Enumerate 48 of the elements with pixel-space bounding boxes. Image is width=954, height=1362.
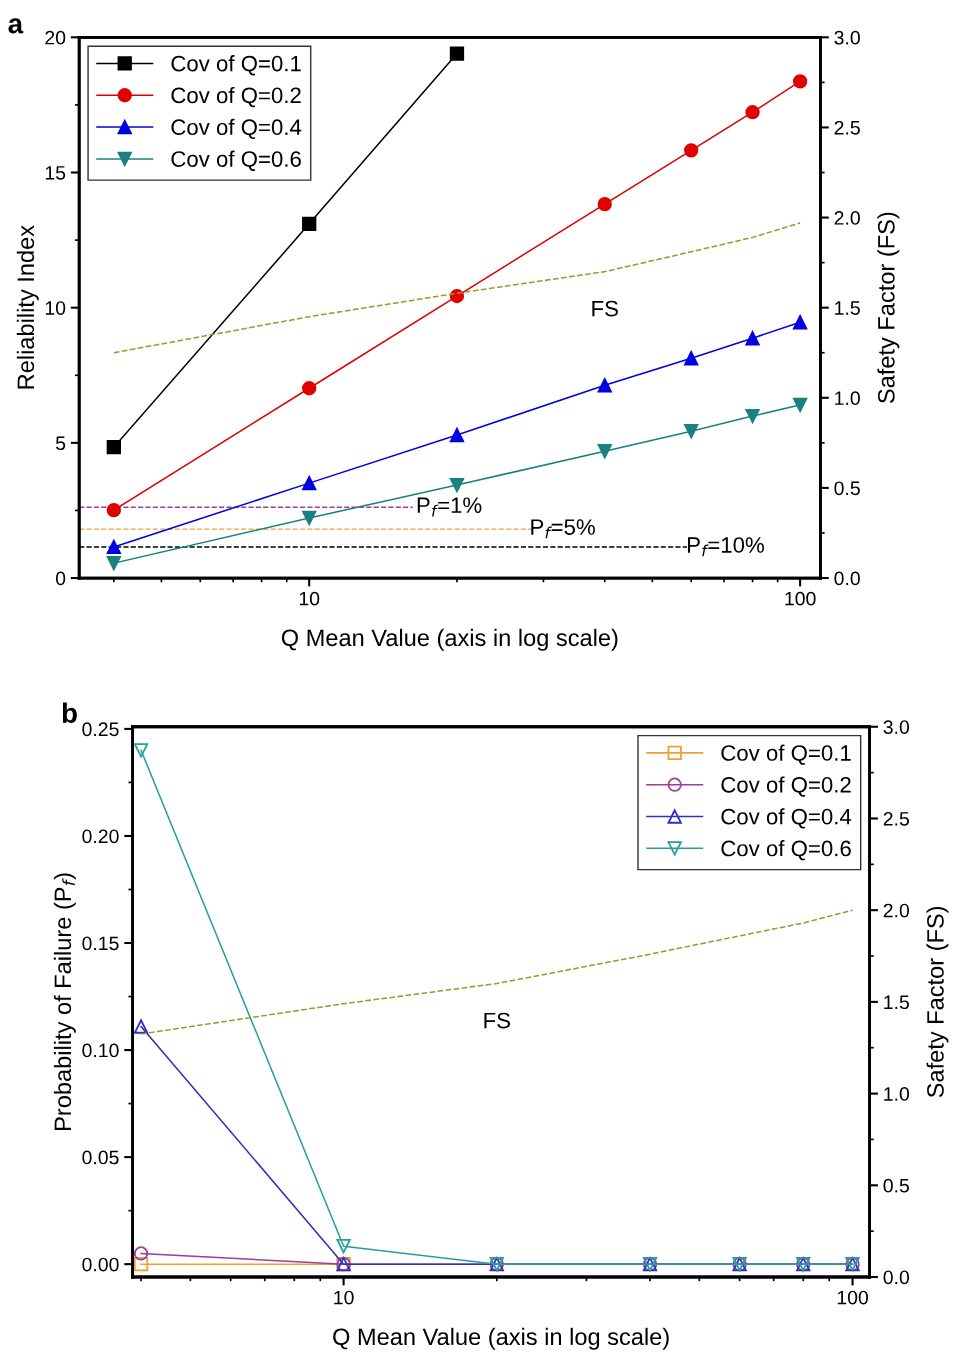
y2-tick-label: 0.5 — [883, 1178, 909, 1193]
y2-axis-title: Safety Factor (FS) — [877, 212, 900, 404]
y2-tick-label: 1.5 — [884, 995, 909, 1010]
legend-label: Cov of Q=0.4 — [721, 808, 852, 829]
y-tick-label: 0 — [55, 571, 66, 586]
x-tick-label: 100 — [785, 591, 816, 606]
legend-label: Cov of Q=0.6 — [721, 840, 851, 861]
y-tick-label: 5 — [55, 436, 66, 451]
chart-title: b — [62, 702, 77, 723]
y-axis-title: Probability of Failure (P$_{f}$) — [53, 873, 76, 1130]
y-tick-label: 0.05 — [82, 1150, 119, 1165]
y2-tick-label: 1.0 — [884, 1087, 910, 1101]
legend-label: Cov of Q=0.2 — [171, 86, 301, 108]
legend-label: Cov of Q=0.1 — [721, 744, 851, 765]
annotation: P$_{f}$=10% — [688, 537, 764, 557]
series-label: FS — [592, 300, 618, 317]
y-tick-label: 10 — [45, 301, 66, 315]
legend-label: Cov of Q=0.6 — [171, 150, 301, 171]
legend-label: Cov of Q=0.2 — [721, 776, 851, 797]
y2-tick-label: 2.5 — [883, 811, 909, 826]
annotation: P$_{f}$=5% — [531, 519, 595, 539]
y2-axis-title: Safety Factor (FS) — [926, 906, 949, 1098]
y-tick-label: 0.15 — [82, 936, 119, 951]
y-axis-title: Reliability Index — [16, 225, 39, 389]
y-tick-label: 0.00 — [82, 1257, 119, 1272]
y2-tick-label: 2.5 — [834, 120, 860, 135]
x-axis-title: Q Mean Value (axis in log scale) — [281, 628, 618, 651]
y-tick-label: 0.10 — [82, 1043, 119, 1058]
y2-tick-label: 2.0 — [834, 211, 860, 225]
y2-tick-label: 0.0 — [834, 571, 860, 586]
y2-tick-label: 3.0 — [883, 720, 910, 734]
y-tick-label: 0.25 — [82, 722, 119, 737]
y2-tick-label: 0.5 — [834, 481, 860, 496]
y2-tick-label: 3.0 — [834, 30, 860, 45]
series-label: FS — [484, 1012, 510, 1029]
chart-title: a — [8, 18, 24, 34]
y-tick-label: 0.20 — [82, 829, 119, 844]
y-tick-label: 15 — [45, 166, 66, 180]
legend-label: Cov of Q=0.1 — [171, 55, 301, 76]
legend-label: Cov of Q=0.4 — [171, 118, 302, 140]
y2-tick-label: 1.0 — [835, 391, 860, 406]
y2-tick-label: 0.0 — [883, 1270, 910, 1285]
x-tick-label: 100 — [837, 1290, 869, 1305]
y2-tick-label: 2.0 — [883, 903, 910, 918]
annotation: P$_{f}$=1% — [417, 497, 482, 517]
x-axis-title: Q Mean Value (axis in log scale) — [333, 1327, 669, 1350]
y-tick-label: 20 — [45, 30, 66, 45]
y2-tick-label: 1.5 — [835, 301, 860, 315]
